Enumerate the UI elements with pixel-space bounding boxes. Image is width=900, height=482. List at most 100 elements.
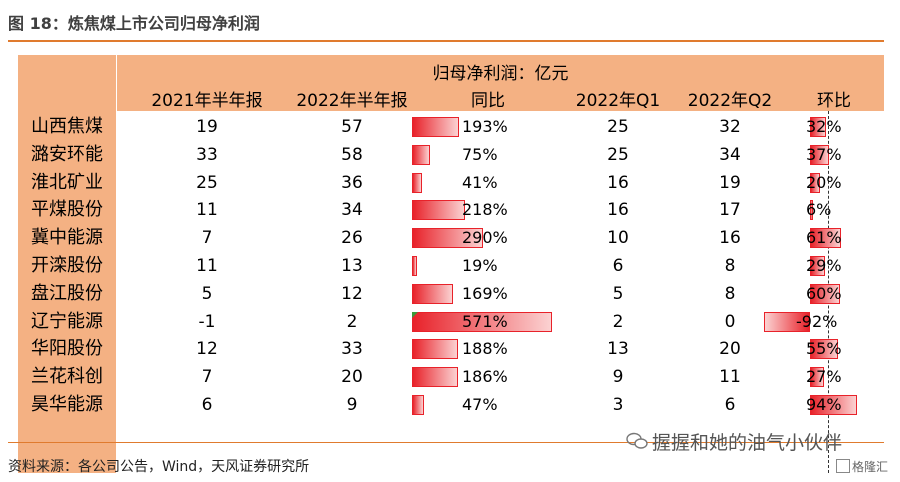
yoy-label: 19% <box>462 256 498 275</box>
yoy-label: 218% <box>462 200 508 220</box>
qoq-bar <box>810 200 813 221</box>
q1-2022-value: 6 <box>612 256 624 276</box>
h1-2022-value: 57 <box>341 117 363 137</box>
q2-2022-value: 17 <box>719 200 741 221</box>
qoq-bar <box>810 172 820 193</box>
qoq-bar <box>810 283 840 304</box>
h1-2021-value: 7 <box>201 228 213 249</box>
company-name: 开滦股份 <box>31 255 103 276</box>
q1-2022-value: 3 <box>612 395 624 415</box>
qoq-label: -92% <box>796 311 838 331</box>
h1-2022-value: 58 <box>341 144 363 165</box>
company-name: 盘江股份 <box>31 282 103 304</box>
q1-2022-value: 9 <box>612 367 624 388</box>
header-band <box>18 55 884 111</box>
q1-2022-value: 16 <box>607 200 629 221</box>
h1-2022-value: 2 <box>346 311 358 332</box>
h1-2022-value: 9 <box>346 395 358 415</box>
footer-rule <box>8 442 884 443</box>
h1-2021-value: 33 <box>196 144 218 165</box>
q1-2022-value: 5 <box>612 283 624 304</box>
qoq-bar <box>810 117 826 137</box>
h1-2021-value: -1 <box>198 311 216 332</box>
company-name: 淮北矿业 <box>31 171 103 193</box>
q2-2022-value: 19 <box>719 172 741 193</box>
h1-2022-value: 20 <box>341 367 363 388</box>
column-header: 2022年半年报 <box>296 91 408 111</box>
company-name: 平煤股份 <box>31 199 103 221</box>
yoy-label: 188% <box>462 339 508 359</box>
qoq-label: 6% <box>806 200 832 220</box>
yoy-bar <box>412 144 431 165</box>
gelonghui-label: 格隆汇 <box>852 460 889 474</box>
q1-2022-value: 13 <box>607 339 629 360</box>
yoy-bar <box>412 200 466 221</box>
qoq-bar <box>764 311 810 332</box>
qoq-bar <box>810 395 857 415</box>
yoy-label: 571% <box>462 311 508 331</box>
unit-title: 归母净利润：亿元 <box>432 64 569 84</box>
yoy-bar <box>412 367 458 388</box>
q2-2022-value: 34 <box>719 144 741 165</box>
company-name: 潞安环能 <box>31 143 103 165</box>
qoq-bar <box>810 339 838 360</box>
qoq-bar <box>810 256 825 276</box>
h1-2022-value: 36 <box>341 172 363 193</box>
yoy-label: 186% <box>462 367 508 387</box>
qoq-label: 29% <box>806 256 842 275</box>
yoy-label: 47% <box>462 395 498 414</box>
yoy-bar <box>412 117 460 137</box>
h1-2021-value: 11 <box>196 256 218 276</box>
qoq-bar <box>810 228 841 249</box>
yoy-label: 41% <box>462 172 498 192</box>
q2-2022-value: 8 <box>724 256 736 276</box>
h1-2021-value: 11 <box>196 200 218 221</box>
h1-2021-value: 6 <box>201 395 213 415</box>
figure-title: 图 18：炼焦煤上市公司归母净利润 <box>8 14 260 33</box>
column-header: 同比 <box>471 91 505 111</box>
h1-2022-value: 13 <box>341 256 363 276</box>
q1-2022-value: 25 <box>607 117 629 137</box>
yoy-bar <box>412 228 484 249</box>
column-header: 2022年Q1 <box>575 91 661 111</box>
h1-2021-value: 12 <box>196 339 218 360</box>
source-note: 资料来源：各公司公告，Wind，天风证券研究所 <box>8 459 310 475</box>
q1-2022-value: 25 <box>607 144 629 165</box>
qoq-label: 55% <box>806 339 842 359</box>
header-separator <box>116 111 884 112</box>
yoy-label: 75% <box>462 144 498 164</box>
qoq-label: 27% <box>806 367 842 387</box>
qoq-label: 20% <box>806 172 842 192</box>
qoq-label: 60% <box>806 283 842 303</box>
q1-2022-value: 2 <box>612 311 624 332</box>
yoy-bar <box>412 283 454 304</box>
q2-2022-value: 16 <box>719 228 741 249</box>
h1-2022-value: 33 <box>341 339 363 360</box>
profit-table: 归母净利润：亿元 2021年半年报 2022年半年报 同比 2022年Q1 2022年Q… <box>18 55 884 473</box>
column-header: 2022年Q2 <box>687 91 773 111</box>
qoq-label: 61% <box>806 228 842 248</box>
qoq-label: 94% <box>806 395 842 414</box>
yoy-label: 290% <box>462 228 508 248</box>
h1-2021-value: 19 <box>196 117 218 137</box>
q1-2022-value: 10 <box>607 228 629 249</box>
yoy-bar <box>412 172 423 193</box>
qoq-label: 32% <box>806 117 842 136</box>
yoy-label: 193% <box>462 117 508 136</box>
yoy-bar <box>412 339 459 360</box>
yoy-bar <box>412 311 552 332</box>
h1-2021-value: 7 <box>201 367 213 388</box>
yoy-label: 169% <box>462 283 508 303</box>
column-separator <box>116 55 117 473</box>
company-column <box>18 111 116 473</box>
q2-2022-value: 20 <box>719 339 741 360</box>
h1-2022-value: 12 <box>341 283 363 304</box>
title-rule <box>8 40 884 42</box>
company-name: 山西焦煤 <box>31 116 103 137</box>
q1-2022-value: 16 <box>607 172 629 193</box>
column-header: 2021年半年报 <box>151 91 263 111</box>
q2-2022-value: 6 <box>724 395 736 415</box>
q2-2022-value: 8 <box>724 283 736 304</box>
gelonghui-mark: 格隆汇 <box>836 458 888 475</box>
company-name: 辽宁能源 <box>31 310 103 332</box>
